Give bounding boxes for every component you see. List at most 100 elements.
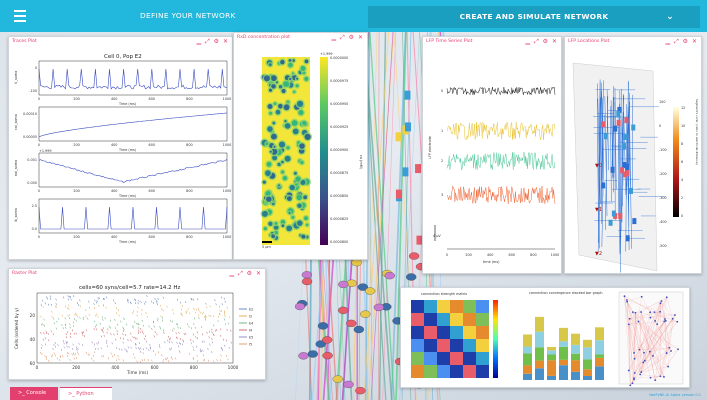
spike-mark [217, 315, 219, 318]
spike-mark [176, 336, 178, 339]
spike-mark [214, 329, 216, 332]
spike-mark [56, 320, 58, 323]
spike-mark [220, 334, 222, 337]
raster-plot-window[interactable]: Raster Plot ▁ ⤢ ⚙ ✕ cells=60 syns/cell=5… [8, 268, 266, 380]
spike-mark [146, 295, 148, 298]
rxd-blob [304, 76, 309, 81]
spike-mark [76, 348, 78, 351]
spike-mark [69, 326, 71, 329]
connectivity-plots-window[interactable]: connection strength matrix connection co… [400, 287, 690, 388]
graph-edge [644, 312, 651, 361]
heatmap-cell [424, 352, 437, 365]
graph-edge [635, 300, 662, 313]
soma-shape [416, 235, 423, 245]
spike-mark [114, 327, 116, 330]
spike-mark [76, 357, 78, 360]
graph-edge [661, 300, 673, 319]
tab-define-network[interactable]: DEFINE YOUR NETWORK [140, 11, 236, 20]
spike-mark [103, 304, 105, 307]
spike-mark [188, 325, 190, 328]
rxd-blob [263, 75, 270, 82]
soma-shape [343, 380, 354, 389]
spike-mark [196, 354, 198, 357]
spike-mark [154, 331, 156, 334]
rxd-blob [272, 121, 276, 125]
graph-edge [633, 312, 636, 379]
trace-ytick: 0.0 [32, 227, 37, 231]
heatmap-cell [463, 339, 476, 352]
spike-mark [136, 314, 138, 317]
spike-mark [224, 344, 226, 347]
spike-mark [168, 335, 170, 338]
rxd-plot-window[interactable]: RxD concentration plot ▁ ⤢ ⚙ ✕ 5 μm +1.9… [233, 32, 368, 260]
lfp-loc-soma [613, 125, 618, 132]
spike-mark [205, 314, 207, 317]
rxd-blob [297, 203, 302, 208]
window-controls[interactable]: ▁ ⤢ ⚙ ✕ [196, 38, 229, 45]
window-controls[interactable]: ▁ ⤢ ⚙ ✕ [229, 270, 262, 277]
window-controls[interactable]: ▁ ⤢ ⚙ ✕ [331, 34, 364, 41]
spike-mark [127, 338, 129, 341]
spike-mark [87, 353, 89, 356]
spike-mark [161, 354, 163, 357]
graph-edge [643, 352, 667, 363]
spike-mark [119, 337, 122, 340]
spike-mark [67, 314, 69, 317]
rxd-blob [299, 143, 305, 149]
tab-create-network[interactable]: CREATE AND SIMULATE NETWORK ⌄ [368, 6, 700, 28]
spike-mark [179, 301, 181, 304]
graph-node [631, 382, 634, 385]
spike-mark [74, 313, 76, 316]
stacked-bar-segment [571, 353, 580, 361]
trace-panel [38, 152, 228, 188]
chevron-down-icon[interactable]: ⌄ [666, 12, 674, 22]
spike-mark [51, 315, 53, 318]
spike-mark [190, 338, 192, 341]
spike-mark [203, 316, 205, 319]
spike-mark [68, 314, 70, 317]
graph-edge [634, 351, 650, 359]
spike-mark [111, 342, 113, 345]
spike-mark [96, 300, 98, 303]
stacked-bar-segment [535, 331, 544, 348]
rxd-blob [303, 195, 307, 200]
soma-shape [406, 273, 417, 281]
lfp-locations-window[interactable]: LFP Locations Plot ▁ ⤢ ⚙ ✕ ▼0 ▼1 ▼2 12 10 8 6… [564, 36, 702, 274]
lfp-timeseries-window[interactable]: LFP Time Series Plot ▁ ⤢ ⚙ ✕ LFP electro… [422, 36, 562, 274]
spike-mark [127, 299, 129, 302]
rxd-blob [293, 90, 296, 93]
lfp-loc-segment [597, 81, 601, 198]
spike-mark [171, 356, 173, 359]
spike-mark [78, 304, 80, 307]
spike-mark [95, 348, 97, 350]
graph-node [674, 314, 676, 316]
spike-mark [54, 354, 56, 357]
spike-mark [59, 358, 61, 361]
python-tab[interactable]: >_ Python [60, 387, 112, 400]
spike-mark [62, 355, 64, 358]
trace-xlabel: Time (ms) [118, 240, 137, 244]
spike-mark [145, 347, 147, 350]
rxd-blob [281, 88, 286, 94]
spike-mark [192, 358, 194, 361]
spike-mark [134, 321, 136, 324]
rxd-blob [295, 176, 301, 182]
spike-mark [203, 359, 205, 362]
spike-mark [154, 297, 156, 300]
graph-edge [657, 297, 667, 325]
window-controls[interactable]: ▁ ⤢ ⚙ ✕ [525, 38, 558, 45]
spike-mark [156, 299, 158, 302]
spike-mark [198, 309, 200, 312]
rxd-blob [304, 133, 311, 140]
console-tab[interactable]: >_ Console [10, 387, 58, 400]
spike-mark [137, 302, 139, 305]
trace-xtick: 600 [149, 235, 155, 239]
heatmap-cell [424, 313, 437, 326]
menu-icon[interactable] [7, 6, 33, 26]
traces-plot-window[interactable]: Traces Plot ▁ ⤢ ⚙ ✕ Cell 0, Pop E2 V_som… [8, 36, 233, 260]
spike-mark [104, 317, 106, 320]
window-controls[interactable]: ▁ ⤢ ⚙ ✕ [665, 38, 698, 45]
spike-mark [180, 308, 182, 311]
rxd-blob [296, 77, 299, 80]
